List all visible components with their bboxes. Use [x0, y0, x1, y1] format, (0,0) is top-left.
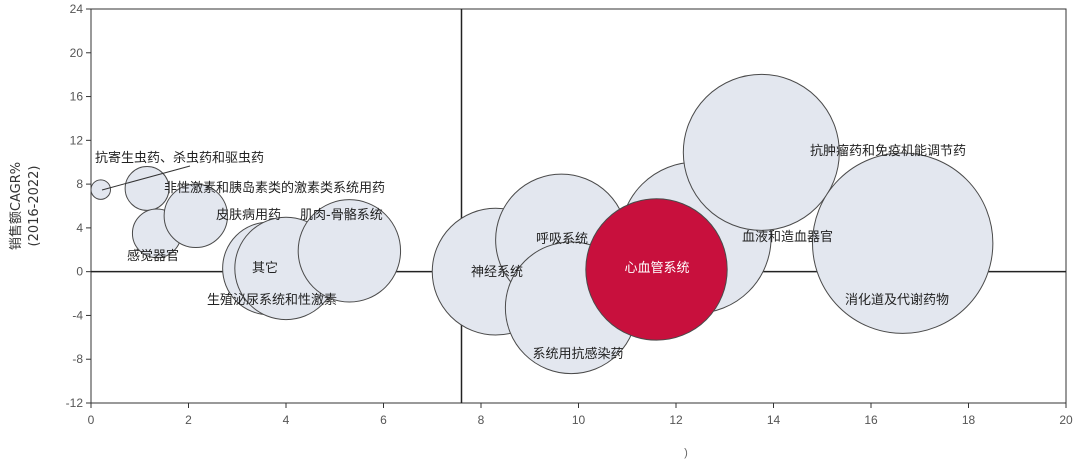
bubble-label: 抗寄生虫药、杀虫药和驱虫药 — [95, 150, 264, 166]
bubble-label: 神经系统 — [471, 265, 523, 280]
leader-line — [101, 165, 191, 191]
x-tick-label: 6 — [380, 413, 387, 427]
y-axis-subtitle: (2016-2022) — [27, 165, 42, 246]
bubble — [682, 73, 840, 231]
x-tick-label: 0 — [88, 413, 95, 427]
y-tick-label: 20 — [70, 46, 84, 60]
bubble — [297, 199, 402, 303]
y-tick-label: 16 — [70, 90, 84, 104]
x-tick-label: 16 — [864, 413, 878, 427]
x-tick-label: 14 — [767, 413, 781, 427]
x-tick-label: 2 — [185, 413, 192, 427]
bubble-label: 感觉器官 — [127, 248, 179, 264]
x-tick-label: 18 — [962, 413, 976, 427]
bubble-label: 血液和造血器官 — [742, 229, 833, 245]
bubble-label: 肌肉-骨骼系统 — [300, 207, 383, 223]
y-tick-label: 8 — [76, 177, 83, 191]
bubble-highlight — [585, 198, 728, 341]
y-tick-label: -12 — [66, 396, 84, 410]
bubble — [90, 179, 111, 200]
y-tick-label: -4 — [72, 308, 83, 322]
bubble — [812, 152, 994, 334]
x-tick-label: 8 — [478, 413, 485, 427]
y-tick-label: 24 — [70, 2, 84, 16]
bubble-label: 抗肿瘤药和免疫机能调节药 — [810, 143, 966, 159]
bubble-label: 其它 — [252, 260, 278, 276]
y-tick-label: -8 — [72, 352, 83, 366]
y-tick-label: 0 — [76, 265, 83, 279]
bubble-label: 呼吸系统 — [536, 232, 588, 247]
bubble-label: 非性激素和胰岛素类的激素类系统用药 — [164, 180, 385, 196]
x-tick-label: 20 — [1059, 413, 1073, 427]
x-tick-label: 4 — [283, 413, 290, 427]
bubble-label: 心血管系统 — [624, 261, 689, 276]
bubble-label: 生殖泌尿系统和性激素 — [207, 292, 337, 308]
plot-area: 0 2 4 6 8 10 12 14 16 18 2024201612840-4-8-12抗寄生虫药… — [66, 2, 1073, 427]
y-tick-label: 12 — [70, 133, 84, 147]
x-tick-label: 10 — [572, 413, 586, 427]
y-tick-label: 4 — [76, 221, 83, 235]
bubble — [163, 183, 228, 249]
x-axis-caption: ) — [684, 447, 688, 459]
x-tick-label: 12 — [669, 413, 683, 427]
bubble-label: 系统用抗感染药 — [532, 346, 623, 362]
bubble-label: 皮肤病用药 — [216, 208, 281, 223]
bubble-label: 消化道及代谢药物 — [845, 292, 949, 308]
y-axis-title: 销售额CAGR% — [8, 162, 24, 250]
bubble — [124, 166, 170, 211]
